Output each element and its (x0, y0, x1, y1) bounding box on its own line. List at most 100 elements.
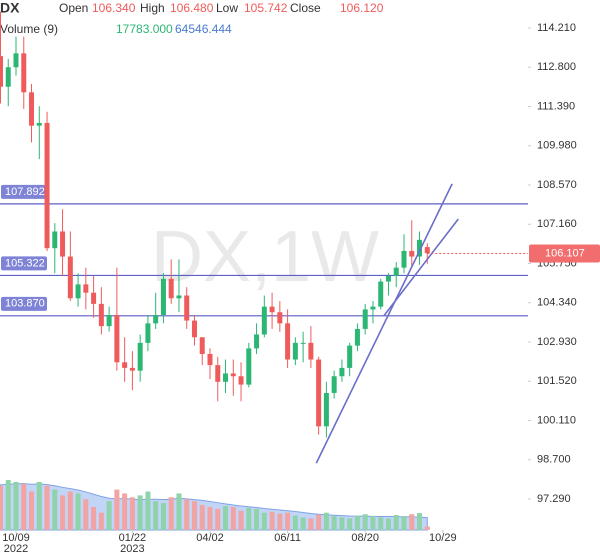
volume-bar (160, 503, 166, 530)
open-label: Open (59, 1, 88, 15)
volume-bar (75, 493, 81, 530)
close-value: 106.120 (340, 1, 384, 15)
candle-body (168, 278, 174, 299)
volume-bar (254, 508, 260, 530)
candle-body (331, 376, 337, 393)
volume-bar (370, 516, 376, 530)
candle-body (308, 342, 314, 360)
candle-body (29, 92, 35, 126)
candle-body (114, 314, 120, 363)
y-tick-label: 108.570 (537, 179, 577, 191)
volume-bar (176, 493, 182, 530)
candle-body (75, 284, 81, 299)
volume-bar (122, 493, 128, 530)
candle-body (191, 320, 197, 338)
candle-body (0, 56, 3, 87)
y-tick-label: 104.340 (537, 297, 577, 309)
candle-body (145, 323, 151, 343)
x-tick-label: 08/20 (351, 532, 379, 544)
candle-body (83, 284, 89, 293)
candle-body (160, 278, 166, 315)
candle-body (13, 53, 19, 68)
y-tick-label: 100.110 (537, 414, 576, 426)
trend-line (315, 183, 453, 464)
volume-ma-value: 64546.444 (175, 22, 232, 36)
candle-body (417, 239, 423, 257)
volume-bar (67, 491, 73, 530)
candle-body (207, 353, 213, 366)
candle-body (184, 295, 190, 321)
level-label: 105.322 (5, 257, 45, 269)
candle-body (277, 312, 283, 324)
candle-body (230, 373, 236, 377)
volume-bar (36, 481, 42, 530)
volume-bar (0, 485, 3, 530)
candle-body (339, 367, 345, 377)
y-tick-label: 114.210 (537, 22, 576, 34)
candle-body (401, 250, 407, 268)
volume-bar (277, 513, 283, 530)
volume-bar (409, 514, 415, 530)
candle-body (199, 337, 205, 354)
volume-label: Volume (9) (0, 22, 58, 36)
candle-body (362, 309, 368, 329)
header: DX Open 106.340 High 106.480 Low 105.742… (0, 0, 384, 36)
x-tick-year: 2023 (120, 543, 144, 555)
candle-body (323, 392, 329, 427)
low-label: Low (216, 1, 238, 15)
volume-bar (269, 511, 275, 530)
volume-bar (246, 507, 252, 530)
candle-body (269, 306, 275, 313)
y-tick-label: 111.390 (537, 100, 575, 112)
candle-body (176, 295, 182, 299)
candle-body (215, 365, 221, 382)
candle-body (223, 373, 229, 382)
high-value: 106.480 (170, 1, 214, 15)
volume-bar (137, 495, 143, 530)
candle-body (21, 53, 27, 93)
volume-bar (207, 506, 213, 530)
level-label-box (1, 256, 47, 271)
volume-bar (91, 506, 97, 530)
candle-body (91, 292, 97, 304)
volume-bar (114, 489, 120, 530)
x-tick-label: 04/02 (196, 532, 224, 544)
y-tick-label: 102.930 (537, 336, 577, 348)
candle-body (137, 342, 143, 371)
candle-body (153, 314, 159, 324)
volume-bar (347, 518, 353, 530)
volume-bar (339, 517, 345, 530)
candle-body (122, 362, 128, 368)
volume-bar (292, 515, 298, 530)
volume-bar (13, 481, 19, 530)
candle-body (424, 247, 430, 254)
candle-body (354, 328, 360, 346)
volume-bar (98, 512, 104, 530)
volume-bar (401, 516, 407, 530)
watermark: DX,1W (151, 217, 379, 297)
candle-body (52, 231, 58, 249)
x-tick-label: 06/11 (274, 532, 301, 544)
x-tick-label: 01/22 (119, 532, 147, 544)
volume-bar (145, 491, 151, 530)
candle-body (385, 276, 391, 282)
candle-body (129, 367, 135, 371)
volume-bar (385, 518, 391, 530)
candle-body (292, 342, 298, 360)
volume-bar (184, 499, 190, 530)
y-tick-label: 101.520 (537, 375, 577, 387)
candle-body (238, 376, 244, 385)
volume-bar (29, 491, 35, 530)
y-tick-label: 97.290 (537, 493, 571, 505)
volume-bar (238, 510, 244, 530)
candle-body (98, 303, 104, 327)
open-value: 106.340 (92, 1, 136, 15)
y-tick-label: 112.800 (537, 61, 576, 73)
candle-body (60, 231, 66, 257)
volume-bar (323, 512, 329, 530)
x-tick-label: 10/09 (2, 532, 30, 544)
last-price-label: 106.107 (545, 247, 585, 259)
y-tick-label: 98.700 (537, 454, 571, 466)
volume-bar (44, 485, 50, 530)
